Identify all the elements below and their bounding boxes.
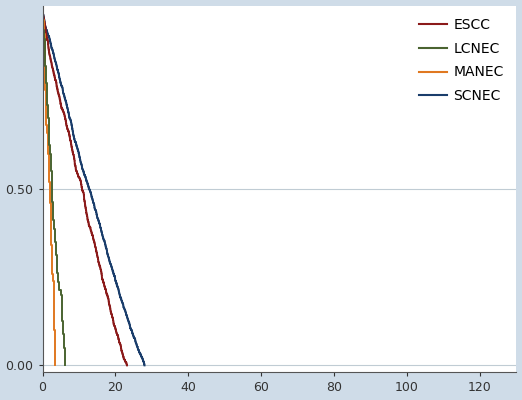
- Legend: ESCC, LCNEC, MANEC, SCNEC: ESCC, LCNEC, MANEC, SCNEC: [413, 12, 509, 109]
